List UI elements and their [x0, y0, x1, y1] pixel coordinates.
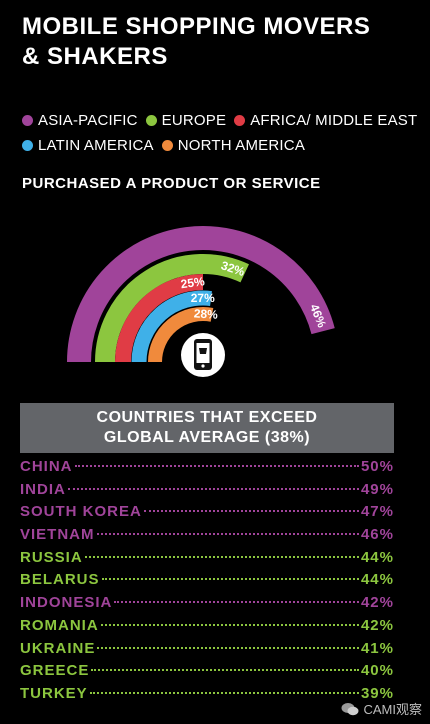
country-percent: 44% — [360, 548, 394, 566]
chart-subtitle: PURCHASED A PRODUCT OR SERVICE — [22, 175, 321, 192]
country-percent: 47% — [360, 503, 394, 521]
country-name: INDIA — [20, 480, 66, 498]
table-row: CHINA 50% — [20, 458, 394, 481]
country-name: RUSSIA — [20, 548, 83, 566]
dot-leader — [91, 669, 359, 672]
watermark: CAMI观察 — [341, 699, 422, 718]
country-percent: 49% — [360, 480, 394, 498]
table-header: COUNTRIES THAT EXCEED GLOBAL AVERAGE (38… — [20, 403, 394, 453]
arc-label-2: 25% — [180, 274, 206, 291]
dot-leader — [67, 487, 359, 490]
legend-row-2: LATIN AMERICA NORTH AMERICA — [22, 133, 427, 158]
wechat-icon — [341, 702, 359, 715]
table-row: TURKEY 39% — [20, 685, 394, 708]
legend-dot-africa-middle-east — [234, 115, 246, 126]
country-percent: 39% — [360, 684, 394, 702]
legend-dot-europe — [145, 115, 157, 126]
dot-leader — [97, 646, 359, 649]
country-percent: 44% — [360, 571, 394, 589]
phone-icon — [181, 333, 225, 377]
legend-dot-asia-pacific — [22, 115, 33, 126]
legend-row-1: ASIA-PACIFIC EUROPE AFRICA/ MIDDLE EAST — [22, 108, 427, 133]
table-header-line-1: COUNTRIES THAT EXCEED — [96, 409, 318, 426]
title-line-2: & SHAKERS — [22, 43, 168, 70]
dot-leader — [89, 691, 359, 694]
title-line-1: MOBILE SHOPPING MOVERS — [22, 13, 371, 40]
legend-label-north-america: NORTH AMERICA — [177, 137, 306, 154]
country-name: GREECE — [20, 662, 90, 680]
legend-item-africa-middle-east: AFRICA/ MIDDLE EAST — [234, 112, 417, 129]
country-name: VIETNAM — [20, 526, 95, 544]
legend-label-europe: EUROPE — [161, 112, 227, 129]
country-name: TURKEY — [20, 684, 88, 702]
country-percent: 40% — [360, 662, 394, 680]
legend: ASIA-PACIFIC EUROPE AFRICA/ MIDDLE EAST … — [22, 108, 427, 158]
legend-item-asia-pacific: ASIA-PACIFIC — [22, 112, 138, 129]
table-header-line-2: GLOBAL AVERAGE (38%) — [103, 429, 311, 446]
country-percent: 41% — [360, 639, 394, 657]
country-name: BELARUS — [20, 571, 100, 589]
country-name: SOUTH KOREA — [20, 503, 142, 521]
country-percent: 42% — [360, 594, 394, 612]
dot-leader — [114, 601, 359, 604]
dot-leader — [74, 465, 359, 467]
table-row: VIETNAM 46% — [20, 526, 394, 549]
arc-0 — [67, 226, 335, 363]
dot-leader — [100, 623, 359, 626]
table-row: BELARUS 44% — [20, 571, 394, 594]
legend-label-africa-middle-east: AFRICA/ MIDDLE EAST — [250, 112, 418, 129]
arc-label-4: 28% — [193, 306, 218, 321]
table-row: RUSSIA 44% — [20, 549, 394, 572]
legend-dot-latin-america — [22, 140, 33, 151]
table-row: GREECE 40% — [20, 662, 394, 685]
arc-2 — [115, 274, 204, 363]
country-name: ROMANIA — [20, 616, 99, 634]
legend-item-north-america: NORTH AMERICA — [161, 137, 306, 154]
arc-4 — [148, 307, 214, 363]
dot-leader — [84, 555, 359, 558]
watermark-text: CAMI观察 — [363, 702, 422, 717]
arc-1 — [95, 254, 249, 363]
dot-leader — [143, 510, 359, 513]
country-percent: 50% — [360, 458, 394, 475]
table-row: INDONESIA 42% — [20, 594, 394, 617]
page-title: MOBILE SHOPPING MOVERS & SHAKERS — [22, 12, 422, 72]
arc-label-3: 27% — [191, 291, 215, 305]
table-row: SOUTH KOREA 47% — [20, 503, 394, 526]
legend-item-latin-america: LATIN AMERICA — [22, 137, 154, 154]
country-name: INDONESIA — [20, 594, 113, 612]
legend-dot-north-america — [161, 140, 173, 151]
country-name: UKRAINE — [20, 639, 96, 657]
table-row: INDIA 49% — [20, 481, 394, 504]
dot-leader — [96, 533, 359, 536]
table-row: ROMANIA 42% — [20, 617, 394, 640]
legend-item-europe: EUROPE — [145, 112, 227, 129]
countries-list: CHINA 50% INDIA 49% SOUTH KOREA 47% VIETNAM 46%… — [20, 458, 394, 708]
legend-label-latin-america: LATIN AMERICA — [38, 137, 154, 154]
country-percent: 42% — [360, 616, 394, 634]
table-row: UKRAINE 41% — [20, 640, 394, 663]
legend-label-asia-pacific: ASIA-PACIFIC — [38, 112, 138, 129]
country-name: CHINA — [20, 458, 73, 475]
dot-leader — [101, 578, 359, 581]
arc-3 — [131, 290, 212, 363]
radial-bar-chart: 46%32%25%27%28% — [67, 226, 335, 377]
country-percent: 46% — [360, 526, 394, 544]
